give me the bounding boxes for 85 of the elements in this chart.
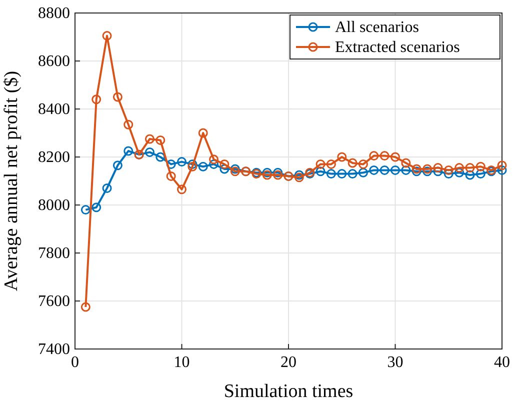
point xyxy=(262,170,272,180)
y-tick-label: 8800 xyxy=(38,5,70,22)
point xyxy=(326,169,336,179)
point xyxy=(422,166,432,176)
point xyxy=(316,159,326,169)
x-tick-label: 40 xyxy=(494,354,510,371)
y-tick-label: 7600 xyxy=(38,293,70,310)
point xyxy=(348,158,358,168)
point xyxy=(209,159,219,169)
point xyxy=(380,165,390,175)
point xyxy=(497,165,507,175)
point xyxy=(166,159,176,169)
point xyxy=(465,170,475,180)
point xyxy=(188,159,198,169)
point xyxy=(476,169,486,179)
point xyxy=(92,202,102,212)
y-tick-label: 8200 xyxy=(38,149,70,166)
legend-label: All scenarios xyxy=(335,19,419,36)
point xyxy=(230,164,240,174)
point xyxy=(220,164,230,174)
x-axis-title: Simulation times xyxy=(224,381,354,402)
point xyxy=(273,168,283,178)
point xyxy=(102,31,112,41)
x-tick-label: 0 xyxy=(71,354,79,371)
point xyxy=(454,163,464,173)
point xyxy=(369,151,379,161)
point xyxy=(444,169,454,179)
point xyxy=(433,163,443,173)
point xyxy=(156,135,166,145)
point xyxy=(454,168,464,178)
point xyxy=(337,152,347,162)
point xyxy=(92,94,102,104)
y-axis-title: Average annual net profit ($) xyxy=(1,70,22,292)
point xyxy=(433,166,443,176)
point xyxy=(380,151,390,161)
point xyxy=(369,165,379,175)
point xyxy=(465,163,475,173)
point xyxy=(177,157,186,167)
x-tick-label: 10 xyxy=(174,354,190,371)
point xyxy=(390,165,400,175)
point xyxy=(230,166,240,176)
point xyxy=(166,171,176,181)
point xyxy=(337,169,347,179)
point xyxy=(124,146,134,156)
y-tick-label: 8000 xyxy=(38,197,70,214)
point xyxy=(444,165,454,175)
point xyxy=(198,162,208,172)
point xyxy=(80,205,90,215)
x-tick-label: 30 xyxy=(387,354,404,371)
point xyxy=(401,165,411,175)
y-tick-label: 7400 xyxy=(38,341,70,358)
point xyxy=(262,168,272,178)
point xyxy=(273,170,283,180)
point xyxy=(358,159,368,169)
y-tick-label: 8400 xyxy=(38,101,70,118)
point xyxy=(348,169,358,179)
point xyxy=(476,162,486,172)
point xyxy=(220,159,230,169)
point xyxy=(401,158,411,168)
point xyxy=(144,134,154,144)
point xyxy=(326,159,336,169)
point xyxy=(412,166,422,176)
point xyxy=(198,128,208,138)
y-tick-label: 7800 xyxy=(38,245,70,262)
point xyxy=(102,183,112,193)
legend-label: Extracted scenarios xyxy=(335,39,460,56)
point xyxy=(112,160,122,170)
point xyxy=(124,120,134,130)
point xyxy=(80,302,90,312)
y-tick-label: 8600 xyxy=(38,53,70,70)
point xyxy=(390,152,400,162)
point xyxy=(422,164,432,174)
point xyxy=(177,184,186,194)
point xyxy=(497,160,507,170)
point xyxy=(294,170,304,180)
point xyxy=(188,162,198,172)
point xyxy=(112,92,122,102)
point xyxy=(209,154,219,164)
point xyxy=(156,152,166,162)
point xyxy=(316,166,326,176)
point xyxy=(294,172,304,182)
point xyxy=(358,168,368,178)
point xyxy=(412,164,422,174)
point xyxy=(144,147,154,157)
x-tick-label: 20 xyxy=(280,354,296,371)
